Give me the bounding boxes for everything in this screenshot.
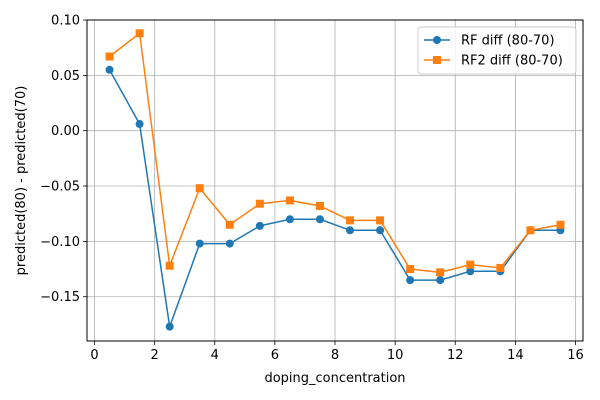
data-point <box>285 215 294 224</box>
legend: RF diff (80-70) RF2 diff (80-70) <box>417 26 577 75</box>
legend-marker <box>433 36 441 44</box>
x-tick-label: 0 <box>90 348 98 363</box>
data-point <box>346 216 355 225</box>
y-tick-label: −0.05 <box>40 180 80 195</box>
series-line <box>109 31 561 274</box>
data-point <box>165 261 174 270</box>
x-tick-label: 12 <box>447 348 464 363</box>
data-point <box>105 65 114 74</box>
data-point <box>255 221 264 230</box>
data-point <box>255 199 264 208</box>
data-point <box>315 215 324 224</box>
legend-label: RF diff (80-70) <box>461 34 555 49</box>
data-point <box>165 322 174 331</box>
data-point <box>135 120 144 129</box>
data-point <box>105 52 114 61</box>
x-tick-label: 8 <box>331 348 339 363</box>
data-point <box>376 216 385 225</box>
legend-label: RF2 diff (80-70) <box>461 54 563 69</box>
data-point <box>285 196 294 205</box>
x-axis-label: doping_concentration <box>264 371 405 386</box>
data-point <box>135 29 144 38</box>
data-point <box>466 260 475 269</box>
x-tick-label: 6 <box>271 348 279 363</box>
x-tick-label: 2 <box>150 348 158 363</box>
x-axis: 0 2 4 6 8 10 12 14 16 <box>90 341 584 363</box>
series-2 <box>105 29 565 277</box>
series-layer <box>105 29 565 331</box>
y-tick-label: −0.10 <box>40 235 80 250</box>
y-tick-label: 0.10 <box>51 14 80 29</box>
grid <box>87 19 583 341</box>
data-point <box>466 267 475 276</box>
x-tick-label: 16 <box>567 348 584 363</box>
data-point <box>496 263 505 272</box>
data-point <box>195 184 204 193</box>
x-tick-label: 4 <box>211 348 219 363</box>
y-axis: 0.10 0.05 0.00 −0.05 −0.10 −0.15 <box>40 14 87 305</box>
data-point <box>526 226 535 235</box>
legend-box <box>417 26 577 75</box>
y-axis-label: predicted(80) - predicted(70) <box>14 86 29 276</box>
series-line <box>108 69 561 327</box>
x-tick-label: 10 <box>387 348 404 363</box>
x-tick-label: 14 <box>507 348 524 363</box>
data-point <box>376 226 385 235</box>
data-point <box>225 220 234 229</box>
y-tick-label: 0.00 <box>51 124 80 139</box>
data-point <box>315 201 324 210</box>
y-tick-label: 0.05 <box>51 69 80 84</box>
data-point <box>225 239 234 248</box>
data-point <box>346 226 355 235</box>
data-point <box>406 276 415 285</box>
data-point <box>556 220 565 229</box>
data-point <box>436 268 445 277</box>
data-point <box>436 276 445 285</box>
data-point <box>195 239 204 248</box>
y-tick-label: −0.15 <box>40 290 80 305</box>
data-point <box>406 265 415 274</box>
legend-marker <box>433 56 441 64</box>
